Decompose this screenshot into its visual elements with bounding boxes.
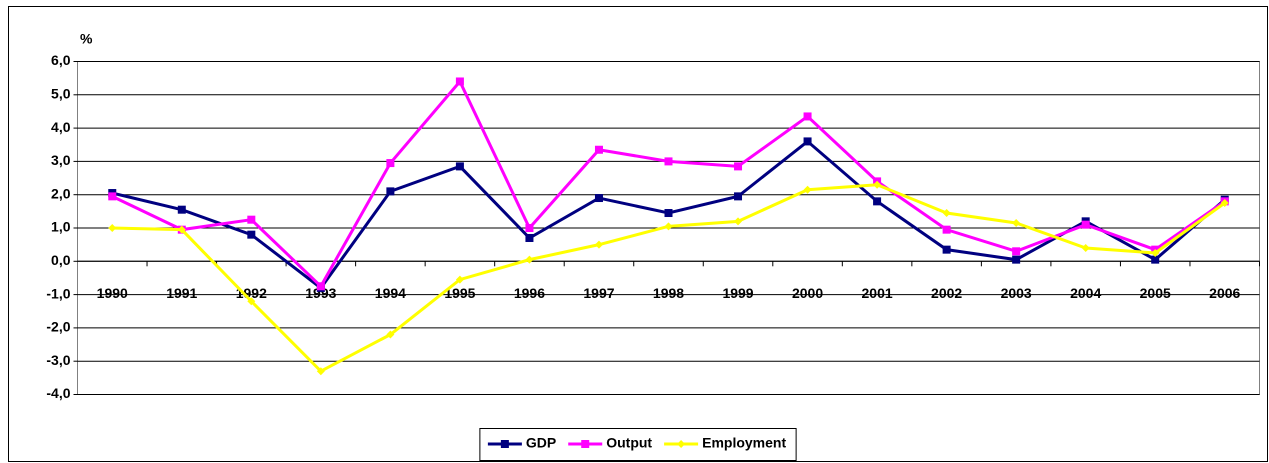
marker	[1012, 219, 1021, 228]
y-axis-label: %	[80, 31, 93, 47]
marker	[177, 225, 186, 234]
marker	[1151, 248, 1160, 257]
marker	[247, 230, 256, 239]
marker	[1012, 247, 1021, 256]
y-tick-label: -1,0	[46, 285, 70, 301]
y-tick-label: -2,0	[46, 319, 70, 335]
marker	[386, 330, 395, 339]
x-tick-label: 2001	[862, 285, 893, 301]
y-tick-label: 2,0	[51, 185, 71, 201]
marker	[664, 157, 673, 166]
marker	[1151, 255, 1160, 264]
marker	[1012, 255, 1021, 264]
y-tick-label: 3,0	[51, 152, 71, 168]
legend-label: Employment	[702, 435, 786, 451]
marker	[525, 233, 534, 242]
x-tick-label: 1995	[444, 285, 475, 301]
marker	[386, 187, 395, 196]
legend-label: GDP	[526, 435, 556, 451]
x-tick-label: 1993	[305, 285, 336, 301]
marker	[803, 185, 812, 194]
x-tick-label: 2000	[792, 285, 823, 301]
marker	[664, 209, 673, 218]
marker	[455, 275, 464, 284]
marker	[677, 440, 686, 448]
y-tick-label: 4,0	[51, 119, 71, 135]
legend-box	[479, 428, 797, 461]
marker	[734, 162, 743, 171]
marker	[942, 209, 951, 218]
marker	[1081, 220, 1090, 229]
y-tick-label: 0,0	[51, 252, 71, 268]
marker	[247, 215, 256, 224]
marker	[386, 159, 395, 168]
marker	[734, 217, 743, 226]
marker	[594, 240, 603, 249]
x-tick-label: 1991	[166, 285, 197, 301]
x-tick-label: 1997	[583, 285, 614, 301]
x-tick-label: 1992	[236, 285, 267, 301]
marker	[455, 77, 464, 86]
marker	[247, 297, 256, 306]
x-tick-label: 2003	[1001, 285, 1032, 301]
marker	[525, 224, 534, 232]
y-tick-label: 5,0	[51, 86, 71, 102]
x-tick-label: 1990	[97, 285, 128, 301]
y-tick-label: -3,0	[46, 352, 70, 368]
marker	[873, 197, 882, 206]
y-tick-label: 1,0	[51, 219, 71, 235]
y-tick-label: 6,0	[51, 52, 71, 68]
marker	[177, 205, 186, 214]
x-tick-label: 2006	[1209, 285, 1240, 301]
marker	[942, 245, 951, 254]
marker	[316, 282, 325, 291]
marker	[1081, 243, 1090, 252]
marker	[455, 162, 464, 171]
x-tick-label: 1994	[375, 285, 406, 301]
marker	[594, 145, 603, 154]
x-tick-label: 2002	[931, 285, 962, 301]
marker	[1220, 199, 1229, 208]
x-tick-label: 1999	[722, 285, 753, 301]
marker	[108, 192, 117, 201]
legend-label: Output	[606, 435, 652, 451]
marker	[803, 137, 812, 146]
x-tick-label: 1998	[653, 285, 684, 301]
marker	[803, 112, 812, 121]
marker	[525, 255, 534, 264]
marker	[734, 192, 743, 201]
marker	[942, 225, 951, 234]
legend: GDP Output Employment	[479, 428, 797, 461]
legend-entry: GDP	[487, 435, 556, 451]
legend-entry: Output	[568, 435, 652, 451]
x-tick-label: 2004	[1070, 285, 1101, 301]
x-tick-label: 2005	[1140, 285, 1171, 301]
legend-entry: Employment	[664, 435, 786, 451]
marker	[500, 440, 509, 448]
marker	[108, 224, 117, 232]
marker	[581, 440, 590, 448]
x-tick-label: 1996	[514, 285, 545, 301]
marker	[664, 222, 673, 231]
marker	[594, 194, 603, 203]
marker	[316, 367, 325, 376]
marker	[873, 180, 882, 189]
y-tick-label: -4,0	[46, 385, 70, 401]
